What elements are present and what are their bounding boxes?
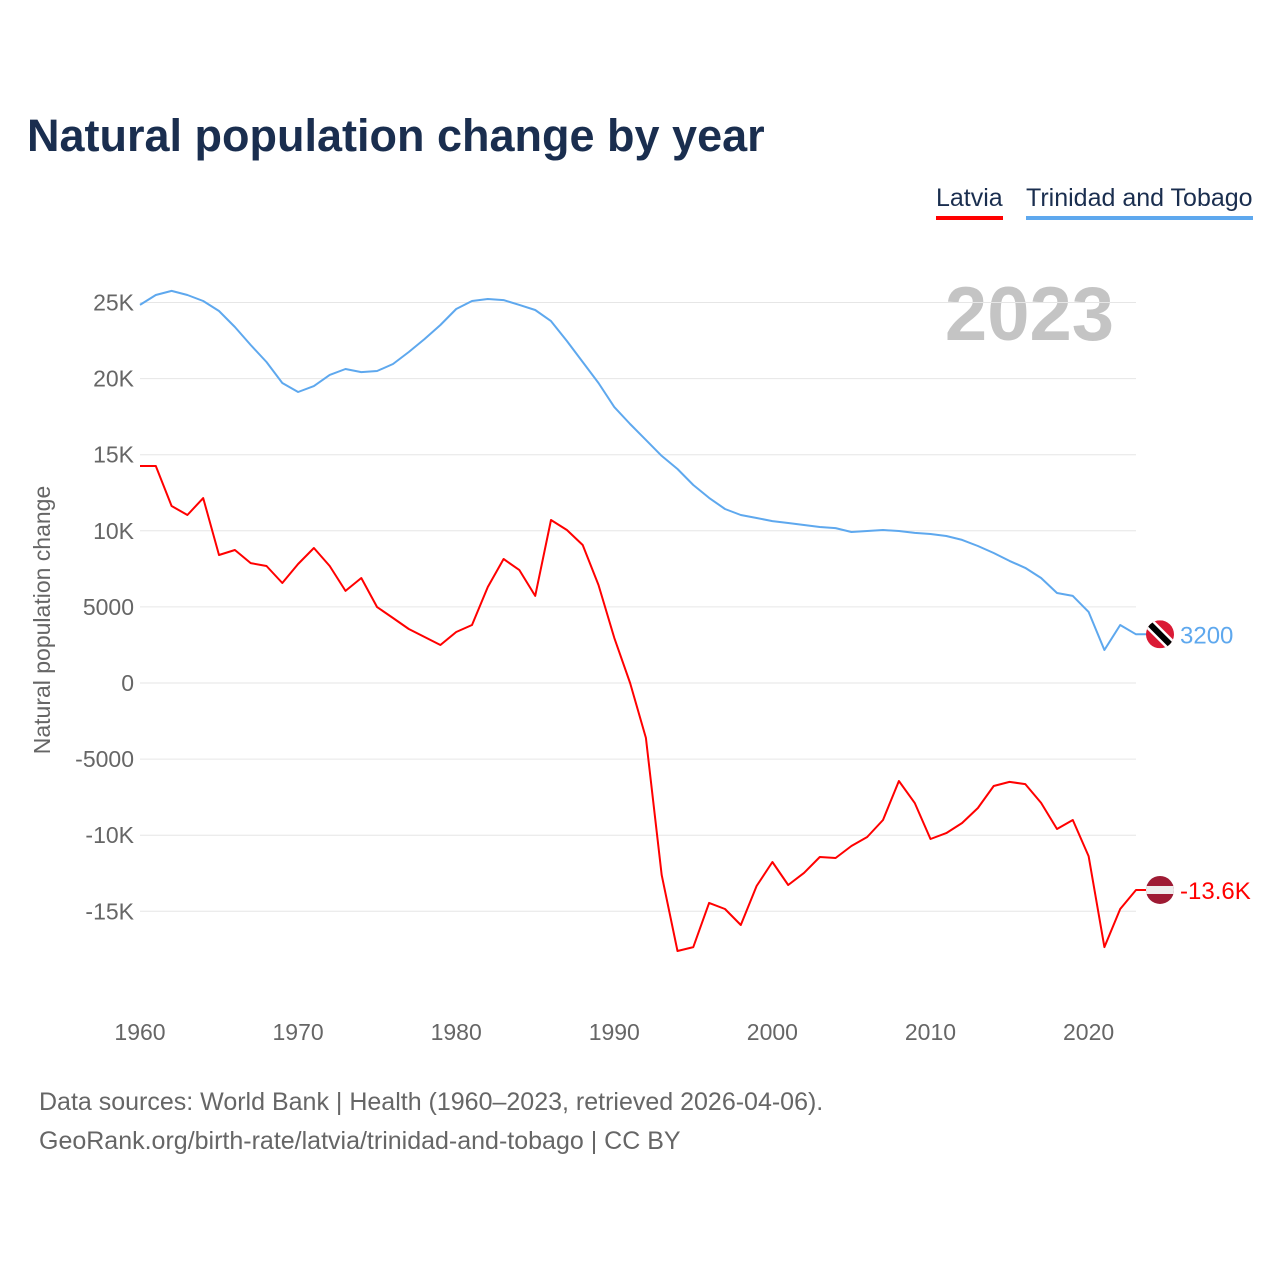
series-line-latvia: [140, 465, 1160, 952]
series-line-trinidad-and-tobago: [139, 289, 1160, 651]
legend-trinidad-and-tobago[interactable]: Trinidad and Tobago: [1026, 184, 1253, 220]
x-tick-label: 1970: [273, 1019, 324, 1045]
y-axis-label: Natural population change: [29, 486, 55, 755]
legend-latvia[interactable]: Latvia: [936, 184, 1003, 220]
x-tick-label: 1980: [431, 1019, 482, 1045]
y-tick-label: -10K: [85, 822, 134, 848]
x-tick-label: 1990: [589, 1019, 640, 1045]
footer-source: Data sources: World Bank | Health (1960–…: [39, 1088, 824, 1116]
y-tick-label: -5000: [75, 746, 134, 772]
y-tick-label: 10K: [93, 518, 135, 544]
y-tick-label: 15K: [93, 442, 135, 468]
x-tick-label: 1960: [114, 1019, 165, 1045]
chart-title: Natural population change by year: [27, 110, 765, 161]
y-tick-label: -15K: [85, 898, 134, 924]
trinidad-flag-icon: [1146, 620, 1174, 649]
latvia-flag-icon: [1146, 875, 1174, 904]
x-tick-label: 2020: [1063, 1019, 1114, 1045]
x-tick-label: 2010: [905, 1019, 956, 1045]
end-value-label: 3200: [1180, 622, 1233, 649]
y-tick-label: 20K: [93, 366, 135, 392]
year-watermark: 2023: [945, 272, 1114, 357]
footer-link[interactable]: GeoRank.org/birth-rate/latvia/trinidad-a…: [39, 1127, 681, 1155]
line-chart: 2023 25K 20K 15K 10K 5000 0 -5000 -10K -15K 1960 19…: [29, 272, 1251, 1045]
x-tick-label: 2000: [747, 1019, 798, 1045]
y-tick-label: 0: [121, 670, 134, 696]
end-value-label: -13.6K: [1180, 878, 1251, 905]
y-tick-label: 25K: [93, 290, 135, 316]
y-tick-label: 5000: [83, 594, 134, 620]
